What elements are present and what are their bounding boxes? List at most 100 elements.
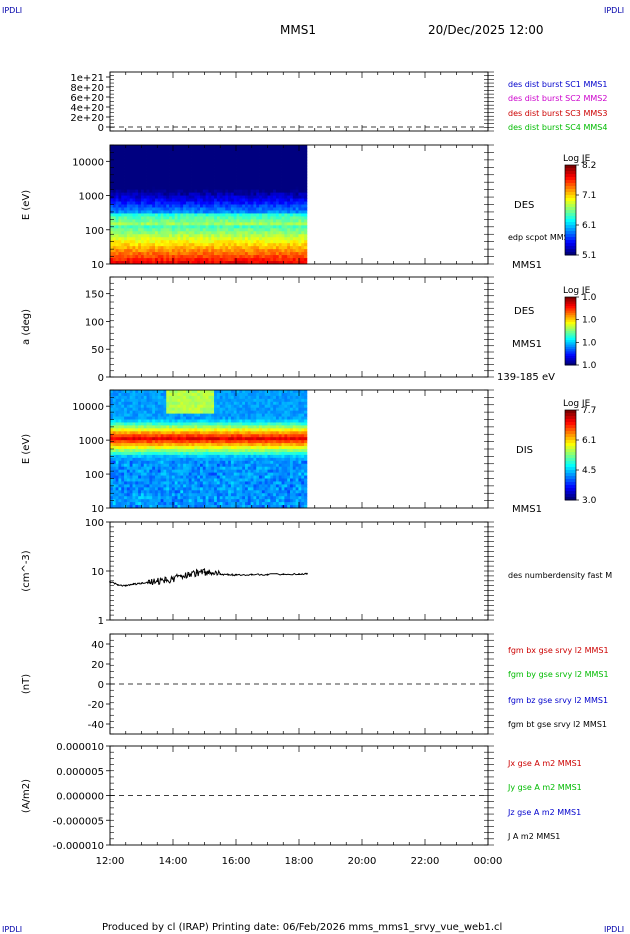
heatmap-cell bbox=[208, 469, 212, 473]
heatmap-cell bbox=[216, 243, 221, 247]
heatmap-cell bbox=[219, 487, 223, 491]
des_pitch-y-tick-label: 100 bbox=[85, 317, 104, 328]
heatmap-cell bbox=[121, 401, 125, 406]
heatmap-cell bbox=[124, 225, 128, 229]
heatmap-cell bbox=[219, 252, 223, 256]
heatmap-cell bbox=[135, 258, 139, 262]
heatmap-cell bbox=[275, 186, 280, 191]
heatmap-cell bbox=[259, 219, 263, 223]
heatmap-cell bbox=[214, 410, 218, 414]
heatmap-cell bbox=[245, 213, 249, 217]
heatmap-cell bbox=[129, 493, 133, 497]
heatmap-cell bbox=[155, 207, 159, 211]
heatmap-cell bbox=[160, 460, 164, 465]
heatmap-cell bbox=[143, 463, 147, 468]
heatmap-cell bbox=[287, 225, 291, 229]
heatmap-cell bbox=[115, 502, 119, 506]
heatmap-cell bbox=[205, 469, 209, 473]
heatmap-cell bbox=[112, 150, 117, 155]
heatmap-cell bbox=[160, 207, 164, 211]
heatmap-cell bbox=[112, 404, 117, 409]
heatmap-cell bbox=[143, 431, 147, 435]
heatmap-cell bbox=[233, 213, 237, 217]
heatmap-cell bbox=[259, 252, 263, 256]
heatmap-cell bbox=[233, 195, 237, 199]
heatmap-cell bbox=[191, 207, 195, 211]
heatmap-cell bbox=[188, 398, 192, 403]
heatmap-cell bbox=[152, 451, 156, 456]
heatmap-cell bbox=[208, 407, 212, 412]
heatmap-cell bbox=[174, 159, 178, 164]
heatmap-cell bbox=[245, 153, 249, 158]
heatmap-cell bbox=[264, 228, 268, 232]
heatmap-cell bbox=[160, 390, 164, 394]
heatmap-cell bbox=[126, 454, 131, 459]
heatmap-cell bbox=[138, 469, 142, 473]
heatmap-cell bbox=[146, 177, 150, 182]
des_energy-right-label: edp scpot MMS1 bbox=[508, 233, 574, 242]
heatmap-cell bbox=[110, 231, 114, 235]
heatmap-cell bbox=[194, 228, 198, 232]
heatmap-cell bbox=[118, 192, 122, 196]
heatmap-cell bbox=[188, 434, 192, 438]
heatmap-cell bbox=[236, 225, 240, 229]
heatmap-cell bbox=[216, 460, 221, 465]
heatmap-cell bbox=[124, 416, 128, 420]
heatmap-cell bbox=[214, 451, 218, 456]
heatmap-cell bbox=[225, 472, 229, 476]
heatmap-cell bbox=[129, 165, 133, 170]
heatmap-cell bbox=[281, 168, 285, 173]
heatmap-cell bbox=[208, 484, 212, 488]
heatmap-cell bbox=[197, 189, 201, 194]
heatmap-cell bbox=[208, 454, 212, 459]
heatmap-cell bbox=[219, 463, 223, 468]
heatmap-cell bbox=[287, 255, 291, 259]
heatmap-cell bbox=[143, 413, 147, 417]
heatmap-cell bbox=[124, 231, 128, 235]
heatmap-cell bbox=[155, 463, 159, 468]
heatmap-cell bbox=[146, 460, 150, 465]
heatmap-cell bbox=[290, 261, 294, 265]
heatmap-cell bbox=[124, 437, 128, 441]
heatmap-cell bbox=[138, 216, 142, 220]
des_pitch-right-label: DES bbox=[514, 306, 534, 317]
heatmap-cell bbox=[270, 189, 274, 194]
heatmap-cell bbox=[155, 153, 159, 158]
heatmap-cell bbox=[256, 204, 260, 208]
heatmap-cell bbox=[132, 425, 136, 429]
heatmap-cell bbox=[138, 425, 142, 429]
heatmap-cell bbox=[214, 168, 218, 173]
heatmap-cell bbox=[140, 416, 145, 420]
heatmap-cell bbox=[163, 413, 167, 417]
heatmap-cell bbox=[149, 145, 153, 149]
heatmap-cell bbox=[138, 484, 142, 488]
heatmap-cell bbox=[118, 177, 122, 182]
heatmap-cell bbox=[171, 213, 176, 217]
heatmap-cell bbox=[222, 150, 226, 155]
heatmap-cell bbox=[185, 505, 190, 509]
heatmap-cell bbox=[126, 189, 131, 194]
heatmap-cell bbox=[233, 150, 237, 155]
heatmap-cell bbox=[222, 487, 226, 491]
heatmap-cell bbox=[174, 243, 178, 247]
heatmap-cell bbox=[183, 153, 187, 158]
heatmap-cell bbox=[140, 258, 145, 262]
heatmap-cell bbox=[149, 472, 153, 476]
heatmap-cell bbox=[304, 180, 308, 185]
heatmap-cell bbox=[152, 153, 156, 158]
heatmap-cell bbox=[290, 219, 294, 223]
heatmap-cell bbox=[247, 201, 252, 205]
heatmap-cell bbox=[185, 216, 190, 220]
heatmap-cell bbox=[126, 416, 131, 420]
heatmap-cell bbox=[126, 174, 131, 179]
heatmap-cell bbox=[216, 472, 221, 476]
heatmap-cell bbox=[155, 201, 159, 205]
heatmap-cell bbox=[169, 407, 173, 412]
heatmap-cell bbox=[261, 258, 266, 262]
heatmap-cell bbox=[233, 183, 237, 188]
heatmap-cell bbox=[163, 225, 167, 229]
heatmap-cell bbox=[174, 231, 178, 235]
heatmap-cell bbox=[287, 228, 291, 232]
heatmap-cell bbox=[250, 210, 254, 214]
heatmap-cell bbox=[264, 198, 268, 202]
